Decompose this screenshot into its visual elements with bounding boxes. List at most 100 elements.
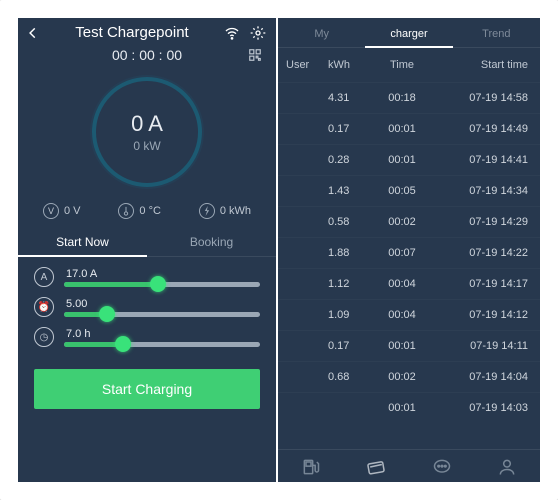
slider-track[interactable]: [64, 342, 260, 347]
charge-panel: Test Chargepoint 00 : 00 : 00 0 A 0 kW: [18, 18, 276, 482]
cell-start: 07-19 14:49: [430, 123, 532, 135]
page-title: Test Chargepoint: [75, 24, 188, 41]
gauge-amp: 0 A: [131, 111, 163, 137]
nav-profile-icon[interactable]: [496, 456, 518, 478]
nav-card-icon[interactable]: [365, 456, 387, 478]
cell-kwh: 0.17: [328, 123, 374, 135]
table-row[interactable]: 1.1200:0407-19 14:17: [278, 268, 540, 299]
cell-time: 00:01: [374, 340, 430, 352]
cell-start: 07-19 14:41: [430, 154, 532, 166]
start-charging-button[interactable]: Start Charging: [34, 369, 260, 409]
volt-value: 0 V: [64, 205, 81, 217]
table-header: User kWh Time Start time: [278, 48, 540, 82]
col-kwh: kWh: [328, 59, 374, 71]
cell-time: 00:01: [374, 123, 430, 135]
table-row[interactable]: 1.4300:0507-19 14:34: [278, 175, 540, 206]
table-row[interactable]: 0.6800:0207-19 14:04: [278, 361, 540, 392]
history-panel: My charger Trend User kWh Time Start tim…: [278, 18, 540, 482]
table-row[interactable]: 0.2800:0107-19 14:41: [278, 144, 540, 175]
qr-icon[interactable]: [248, 48, 262, 62]
sliders: A17.0 A ⏰ 5.00 ◷ 7.0 h: [18, 257, 276, 365]
nav-chat-icon[interactable]: [431, 456, 453, 478]
cell-start: 07-19 14:22: [430, 247, 532, 259]
cell-kwh: 0.28: [328, 154, 374, 166]
table-row[interactable]: 0.1700:0107-19 14:49: [278, 113, 540, 144]
stat-volt: V 0 V: [43, 203, 81, 219]
slider-thumb[interactable]: [115, 336, 131, 352]
cell-start: 07-19 14:12: [430, 309, 532, 321]
slider-icon: ◷: [34, 327, 54, 347]
cell-kwh: 4.31: [328, 92, 374, 104]
cell-kwh: 1.43: [328, 185, 374, 197]
table-body: 4.3100:1807-19 14:580.1700:0107-19 14:49…: [278, 82, 540, 423]
timer-text: 00 : 00 : 00: [112, 47, 182, 63]
current-gauge: 0 A 0 kW: [92, 77, 202, 187]
cell-start: 07-19 14:29: [430, 216, 532, 228]
cell-start: 07-19 14:03: [430, 402, 532, 414]
topbar: Test Chargepoint: [18, 18, 276, 43]
table-row[interactable]: 0.1700:0107-19 14:11: [278, 330, 540, 361]
cell-kwh: 0.17: [328, 340, 374, 352]
gauge-kw: 0 kW: [133, 139, 160, 153]
cell-kwh: 1.12: [328, 278, 374, 290]
cell-kwh: 0.68: [328, 371, 374, 383]
cell-start: 07-19 14:58: [430, 92, 532, 104]
temp-icon: [118, 203, 134, 219]
slider-row: A17.0 A: [34, 267, 260, 287]
tab-booking[interactable]: Booking: [147, 229, 276, 257]
table-row[interactable]: 1.8800:0707-19 14:22: [278, 237, 540, 268]
cell-time: 00:01: [374, 154, 430, 166]
tab-start-now[interactable]: Start Now: [18, 229, 147, 257]
bolt-icon: [199, 203, 215, 219]
tab-charger[interactable]: charger: [365, 24, 452, 48]
col-user: User: [286, 59, 328, 71]
app-frame: Test Chargepoint 00 : 00 : 00 0 A 0 kW: [0, 0, 558, 500]
volt-icon: V: [43, 203, 59, 219]
slider-thumb[interactable]: [150, 276, 166, 292]
slider-label: 5.00: [66, 298, 260, 310]
stat-energy: 0 kWh: [199, 203, 251, 219]
bottom-nav: [278, 449, 540, 482]
table-row[interactable]: 1.0900:0407-19 14:12: [278, 299, 540, 330]
slider-label: 7.0 h: [66, 328, 260, 340]
slider-row: ⏰ 5.00: [34, 297, 260, 317]
gear-icon[interactable]: [250, 25, 266, 41]
table-row[interactable]: 0.5800:0207-19 14:29: [278, 206, 540, 237]
energy-value: 0 kWh: [220, 205, 251, 217]
table-row[interactable]: 00:0107-19 14:03: [278, 392, 540, 423]
cell-time: 00:07: [374, 247, 430, 259]
cell-start: 07-19 14:11: [430, 340, 532, 352]
cell-time: 00:04: [374, 309, 430, 321]
cell-time: 00:18: [374, 92, 430, 104]
cell-start: 07-19 14:17: [430, 278, 532, 290]
back-icon[interactable]: [26, 26, 40, 40]
history-tabs: My charger Trend: [278, 18, 540, 48]
wifi-icon[interactable]: [224, 25, 240, 41]
slider-row: ◷ 7.0 h: [34, 327, 260, 347]
timer-row: 00 : 00 : 00: [18, 43, 276, 71]
gauge-wrap: 0 A 0 kW: [18, 71, 276, 197]
cell-time: 00:01: [374, 402, 430, 414]
cell-start: 07-19 14:04: [430, 371, 532, 383]
cell-kwh: 1.88: [328, 247, 374, 259]
mode-tabs: Start Now Booking: [18, 229, 276, 257]
table-row[interactable]: 4.3100:1807-19 14:58: [278, 82, 540, 113]
stat-temp: 0 °C: [118, 203, 161, 219]
slider-thumb[interactable]: [99, 306, 115, 322]
nav-station-icon[interactable]: [300, 456, 322, 478]
tab-my[interactable]: My: [278, 24, 365, 47]
slider-icon: ⏰: [34, 297, 54, 317]
slider-track[interactable]: [64, 312, 260, 317]
tab-trend[interactable]: Trend: [453, 24, 540, 47]
stats-row: V 0 V 0 °C 0 kWh: [18, 197, 276, 229]
cell-time: 00:04: [374, 278, 430, 290]
temp-value: 0 °C: [139, 205, 161, 217]
cell-time: 00:05: [374, 185, 430, 197]
col-time: Time: [374, 59, 430, 71]
col-start: Start time: [430, 59, 532, 71]
cell-kwh: 1.09: [328, 309, 374, 321]
cell-kwh: 0.58: [328, 216, 374, 228]
cell-time: 00:02: [374, 371, 430, 383]
slider-track[interactable]: [64, 282, 260, 287]
cell-start: 07-19 14:34: [430, 185, 532, 197]
